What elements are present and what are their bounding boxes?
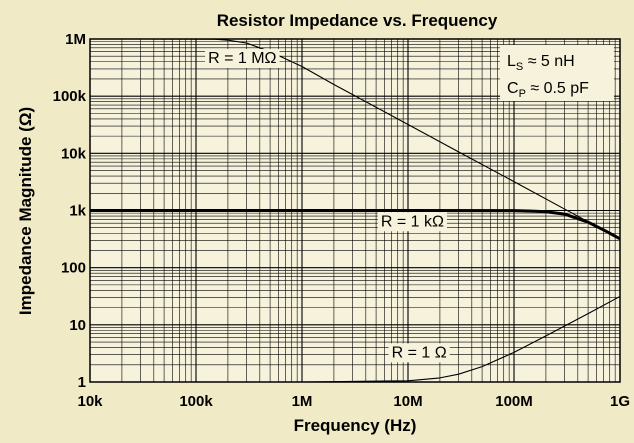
y-tick-label: 1k [69, 203, 86, 220]
y-tick-label: 100k [53, 88, 87, 105]
y-tick-labels: 1 10 100 1k 10k 100k 1M [53, 31, 87, 391]
x-tick-label: 100k [179, 393, 213, 410]
series-label: R = 1 kΩ [381, 213, 444, 230]
series-label: R = 1 Ω [392, 344, 447, 361]
ls-prefix: L [507, 53, 516, 70]
x-axis-title: Frequency (Hz) [294, 416, 417, 435]
x-tick-labels: 10k 100k 1M 10M 100M 1G [77, 393, 630, 410]
chart-title: Resistor Impedance vs. Frequency [217, 11, 498, 30]
series-labels: R = 1 MΩ R = 1 kΩ R = 1 Ω [205, 49, 450, 363]
parasitics-box-bg [500, 45, 614, 101]
x-tick-label: 1M [292, 393, 313, 410]
cp-value: ≈ 0.5 pF [526, 80, 589, 97]
series-label-bg [377, 212, 447, 232]
series-label-bg [388, 343, 450, 363]
y-tick-label: 10 [69, 317, 86, 334]
plot-frame [89, 38, 621, 383]
y-axis-title: Impedance Magnitude (Ω) [16, 107, 35, 315]
x-tick-label: 100M [495, 393, 533, 410]
series-line [90, 209, 621, 241]
ls-subscript: S [516, 61, 523, 73]
cp-subscript: P [519, 88, 526, 100]
ls-annotation: LS ≈ 5 nH [507, 53, 575, 73]
x-tick-label: 1G [610, 393, 630, 410]
y-tick-label: 1M [65, 31, 86, 48]
series-label-bg [205, 49, 280, 69]
parasitics-box: LS ≈ 5 nH CP ≈ 0.5 pF [500, 45, 614, 101]
y-tick-label: 100 [61, 260, 86, 277]
y-tick-label: 1 [78, 374, 86, 391]
y-tick-label: 10k [61, 145, 87, 162]
ls-value: ≈ 5 nH [523, 53, 574, 70]
series-label: R = 1 MΩ [208, 50, 276, 67]
cp-annotation: CP ≈ 0.5 pF [507, 80, 589, 100]
x-tick-label: 10k [77, 393, 103, 410]
cp-prefix: C [507, 80, 519, 97]
x-tick-label: 10M [393, 393, 422, 410]
